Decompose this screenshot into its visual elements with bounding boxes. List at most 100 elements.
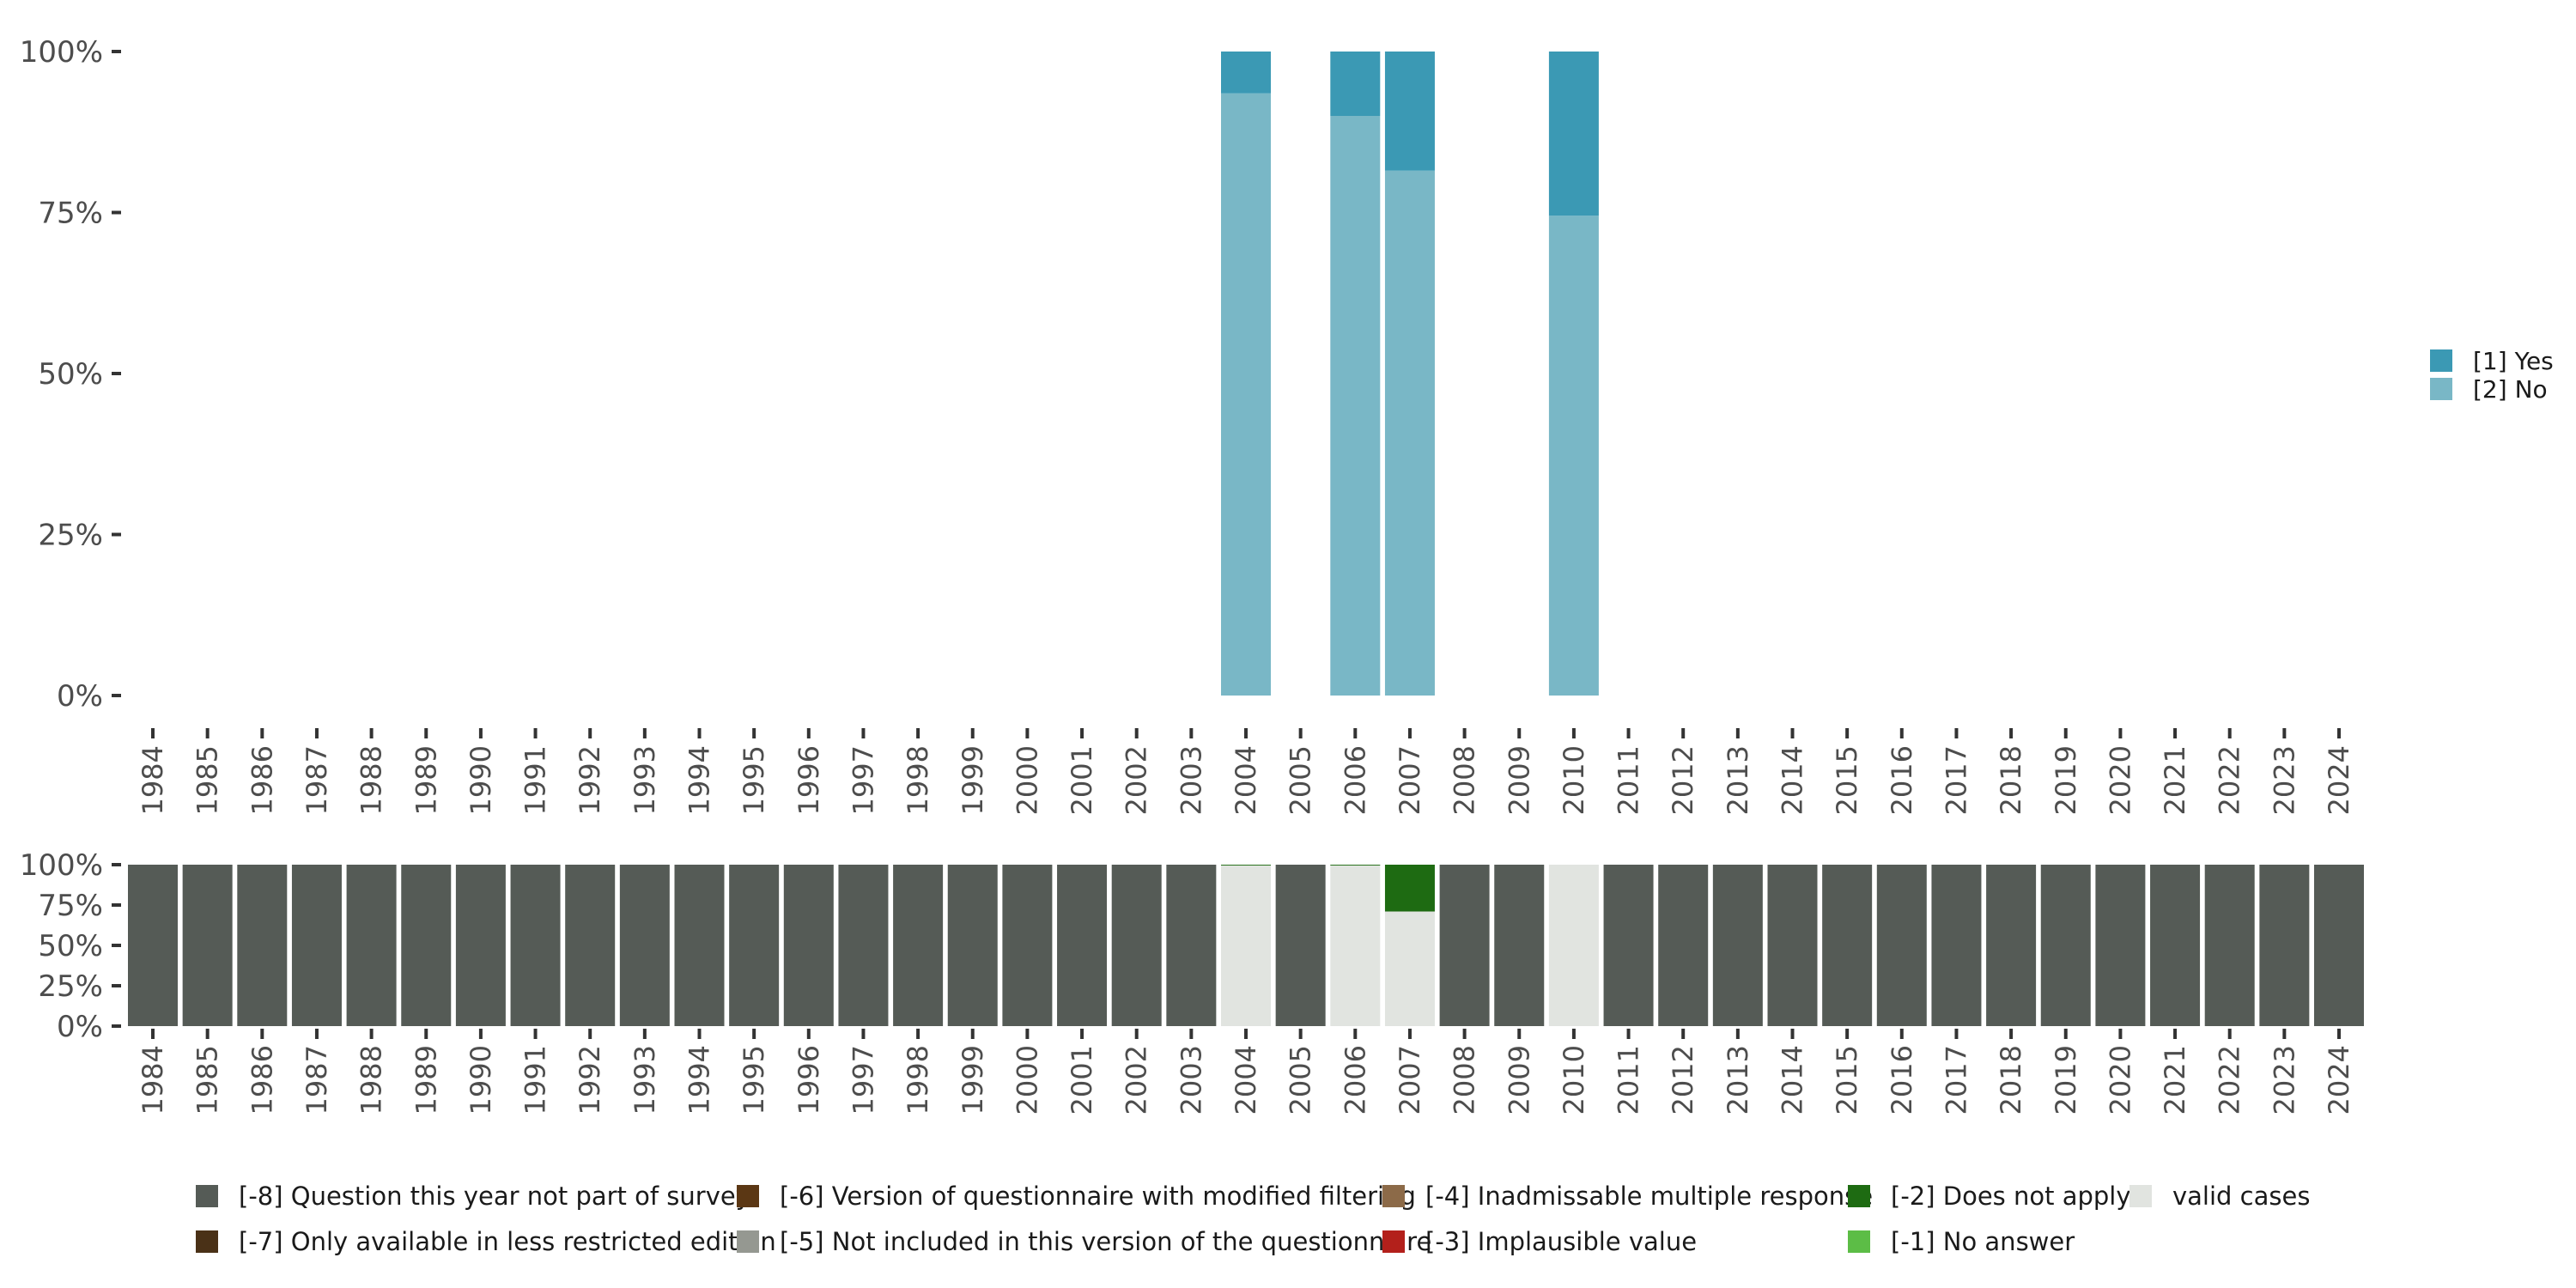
x-tick-label: 2004: [1230, 1045, 1262, 1115]
x-tick-label: 1985: [191, 745, 224, 815]
x-tick-label: 1989: [410, 745, 442, 815]
bar-1986-8-question-this-year-not-part-of-survey: [237, 865, 288, 1026]
x-tick-label: 2020: [2104, 1045, 2136, 1115]
x-tick-label: 2006: [1339, 1045, 1371, 1115]
x-tick-label: 1988: [355, 745, 388, 815]
bar-1994-8-question-this-year-not-part-of-survey: [674, 865, 725, 1026]
x-tick-label: 2003: [1175, 745, 1207, 815]
y-tick-label: 25%: [38, 519, 103, 553]
legend-swatch-1-yes: [2430, 349, 2452, 372]
x-tick-label: 2004: [1230, 745, 1262, 815]
x-tick-label: 1996: [793, 1045, 825, 1115]
x-tick-label: 2018: [1995, 1045, 2027, 1115]
legend-swatch-6-version-of-questionnaire-with-modified-filtering: [737, 1185, 759, 1207]
bar-2004-2-does-not-apply: [1221, 865, 1271, 866]
bar-1990-8-question-this-year-not-part-of-survey: [455, 865, 506, 1026]
x-tick-label: 1990: [465, 745, 497, 815]
bar-2006-valid-cases: [1330, 865, 1381, 1026]
legend-label-8-question-this-year-not-part-of-survey: [-8] Question this year not part of surv…: [239, 1182, 750, 1211]
bar-2020-8-question-this-year-not-part-of-survey: [2095, 865, 2146, 1026]
x-tick-label: 2002: [1121, 745, 1153, 815]
x-tick-label: 1997: [847, 1045, 879, 1115]
x-tick-label: 2023: [2268, 1045, 2300, 1115]
x-tick-label: 2016: [1886, 1045, 1918, 1115]
y-tick-label: 75%: [38, 197, 103, 231]
bar-2010-1-yes: [1548, 52, 1599, 216]
x-tick-label: 2000: [1011, 1045, 1043, 1115]
x-tick-label: 2013: [1722, 1045, 1754, 1115]
bar-2019-8-question-this-year-not-part-of-survey: [2040, 865, 2091, 1026]
y-tick-label: 25%: [38, 969, 103, 1004]
x-tick-label: 2024: [2323, 1045, 2355, 1115]
x-tick-label: 1998: [902, 1045, 934, 1115]
bar-2006-1-yes: [1330, 52, 1381, 116]
bar-2007-2-no: [1384, 170, 1435, 696]
bar-2001-8-question-this-year-not-part-of-survey: [1057, 865, 1108, 1026]
bar-1995-8-question-this-year-not-part-of-survey: [729, 865, 780, 1026]
bar-2010-2-no: [1548, 216, 1599, 696]
x-tick-label: 1992: [574, 745, 606, 815]
y-tick-label: 75%: [38, 889, 103, 923]
x-tick-label: 2003: [1175, 1045, 1207, 1115]
legend-label-1-no-answer: [-1] No answer: [1891, 1227, 2075, 1256]
x-tick-label: 2012: [1667, 745, 1699, 815]
bar-2013-8-question-this-year-not-part-of-survey: [1712, 865, 1763, 1026]
y-tick-label: 100%: [20, 848, 103, 883]
bar-1987-8-question-this-year-not-part-of-survey: [291, 865, 342, 1026]
bar-2014-8-question-this-year-not-part-of-survey: [1767, 865, 1818, 1026]
x-tick-label: 2021: [2159, 1045, 2191, 1115]
x-tick-label: 2013: [1722, 745, 1754, 815]
legend-swatch-valid-cases: [2129, 1185, 2152, 1207]
x-tick-label: 2001: [1066, 745, 1098, 815]
bar-2007-valid-cases: [1384, 911, 1435, 1026]
bar-1989-8-question-this-year-not-part-of-survey: [401, 865, 452, 1026]
x-tick-label: 1999: [957, 745, 989, 815]
legend-swatch-2-does-not-apply: [1848, 1185, 1870, 1207]
legend-label-5-not-included-in-this-version-of-the-questionnaire: [-5] Not included in this version of the…: [780, 1227, 1431, 1256]
x-tick-label: 2011: [1613, 745, 1645, 815]
x-tick-label: 2019: [2050, 745, 2082, 815]
x-tick-label: 2016: [1886, 745, 1918, 815]
legend-swatch-8-question-this-year-not-part-of-survey: [196, 1185, 218, 1207]
x-tick-label: 2021: [2159, 745, 2191, 815]
x-tick-label: 1984: [137, 745, 169, 815]
x-tick-label: 2022: [2214, 1045, 2246, 1115]
x-tick-label: 2015: [1831, 1045, 1863, 1115]
x-tick-label: 2007: [1394, 1045, 1426, 1115]
x-tick-label: 1994: [683, 745, 716, 815]
bar-2017-8-question-this-year-not-part-of-survey: [1931, 865, 1982, 1026]
x-tick-label: 1991: [519, 745, 552, 815]
legend-label-7-only-available-in-less-restricted-edition: [-7] Only available in less restricted e…: [239, 1227, 776, 1256]
x-tick-label: 1989: [410, 1045, 442, 1115]
bar-1991-8-question-this-year-not-part-of-survey: [510, 865, 561, 1026]
x-tick-label: 1985: [191, 1045, 224, 1115]
x-tick-label: 1994: [683, 1045, 716, 1115]
bottom-legend: [-8] Question this year not part of surv…: [196, 1182, 2310, 1256]
x-tick-label: 2010: [1558, 745, 1590, 815]
x-tick-label: 1988: [355, 1045, 388, 1115]
legend-label-4-inadmissable-multiple-response: [-4] Inadmissable multiple response: [1425, 1182, 1873, 1211]
x-tick-label: 1993: [629, 1045, 661, 1115]
bar-2024-8-question-this-year-not-part-of-survey: [2314, 865, 2364, 1026]
x-tick-label: 2015: [1831, 745, 1863, 815]
bar-1996-8-question-this-year-not-part-of-survey: [783, 865, 834, 1026]
x-tick-label: 1997: [847, 745, 879, 815]
bar-2008-8-question-this-year-not-part-of-survey: [1439, 865, 1490, 1026]
bar-2021-8-question-this-year-not-part-of-survey: [2150, 865, 2201, 1026]
x-tick-label: 1987: [301, 1045, 333, 1115]
x-tick-label: 2017: [1940, 1045, 1972, 1115]
top-chart: 0% 25% 50% 75% 100% 1984 1985 1986 1987 1988 1989 1…: [20, 35, 2355, 815]
bar-2005-8-question-this-year-not-part-of-survey: [1275, 865, 1326, 1026]
legend-swatch-3-implausible-value: [1382, 1230, 1405, 1253]
x-tick-label: 2000: [1011, 745, 1043, 815]
legend-label-3-implausible-value: [-3] Implausible value: [1425, 1227, 1697, 1256]
x-tick-label: 2009: [1503, 1045, 1535, 1115]
x-tick-label: 1992: [574, 1045, 606, 1115]
x-tick-label: 1995: [738, 745, 770, 815]
x-tick-label: 2008: [1449, 745, 1481, 815]
x-tick-label: 2005: [1285, 1045, 1317, 1115]
bar-2007-2-does-not-apply: [1384, 865, 1435, 912]
x-tick-label: 1995: [738, 1045, 770, 1115]
x-tick-label: 2011: [1613, 1045, 1645, 1115]
